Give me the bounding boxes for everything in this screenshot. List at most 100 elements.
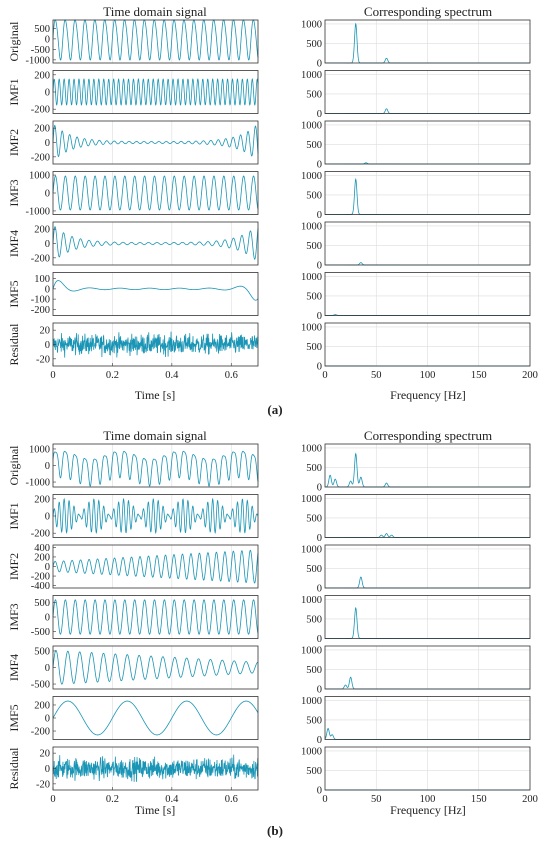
spectrum-axes-box bbox=[324, 494, 531, 538]
row-label-imf1: IMF1 bbox=[7, 502, 21, 529]
spectrum-ytick-label: 1000 bbox=[301, 221, 322, 232]
time-ytick-label: -20 bbox=[36, 354, 50, 365]
spectrum-ytick-label: 1000 bbox=[301, 19, 322, 30]
spectrum-ytick-label: 0 bbox=[317, 735, 322, 746]
row-label-imf5: IMF5 bbox=[7, 704, 21, 731]
time-signal-line-imf4 bbox=[52, 226, 259, 260]
spectrum-ytick-label: 0 bbox=[317, 311, 322, 322]
time-signal-line-imf3 bbox=[52, 599, 259, 635]
spectrum-axes-box bbox=[324, 595, 531, 639]
spectrum-xtick-label: 150 bbox=[471, 794, 487, 805]
time-ytick-label: 1000 bbox=[29, 171, 50, 182]
row-label-imf3: IMF3 bbox=[7, 179, 21, 206]
subplot-row-original: 1000 0 -1000 Original 0 500 1000 bbox=[7, 443, 531, 494]
spectrum-xtick-label: 100 bbox=[420, 794, 436, 805]
spectrum-ytick-label: 0 bbox=[317, 109, 322, 120]
spectrum-ytick-label: 500 bbox=[306, 665, 322, 676]
spectrum-axes-box bbox=[324, 221, 531, 266]
time-ytick-label: -1000 bbox=[26, 206, 51, 217]
time-ytick-label: 0 bbox=[45, 613, 50, 624]
spectrum-ytick-label: 0 bbox=[317, 786, 322, 797]
time-ytick-label: -1000 bbox=[26, 55, 51, 66]
time-axes-box bbox=[52, 272, 259, 316]
panel-b-spectrum-title: Corresponding spectrum bbox=[364, 428, 492, 443]
subplot-row-imf1: 200 0 -200 IMF1 0 500 1000 bbox=[7, 494, 531, 544]
row-label-imf2: IMF2 bbox=[7, 129, 21, 156]
spectrum-axes-box bbox=[324, 19, 531, 64]
spectrum-ytick-label: 0 bbox=[317, 261, 322, 272]
time-ytick-label: 0 bbox=[45, 663, 50, 674]
time-ytick-label: 0 bbox=[45, 562, 50, 573]
spectrum-ytick-label: 1000 bbox=[301, 272, 322, 283]
spectrum-xtick-label: 0 bbox=[322, 370, 327, 381]
panel-b-time-title: Time domain signal bbox=[103, 428, 207, 443]
time-ytick-label: 500 bbox=[34, 24, 50, 35]
time-ytick-label: -200 bbox=[31, 727, 50, 738]
spectrum-axes-box bbox=[324, 171, 531, 215]
subplot-row-imf3: 500 0 -500 IMF3 0 500 1000 bbox=[7, 595, 531, 645]
time-signal-line-imf5 bbox=[52, 280, 259, 301]
spectrum-xtick-label: 150 bbox=[471, 370, 487, 381]
spectrum-ytick-label: 500 bbox=[306, 614, 322, 625]
spectrum-ytick-label: 500 bbox=[306, 342, 322, 353]
row-label-residual: Residual bbox=[7, 747, 21, 790]
time-axes-box bbox=[52, 70, 259, 114]
time-xtick-label: 0.6 bbox=[225, 370, 238, 381]
spectrum-ytick-label: 500 bbox=[306, 564, 322, 575]
time-ytick-label: -100 bbox=[31, 295, 50, 306]
time-ytick-label: -400 bbox=[31, 581, 50, 592]
spectrum-xtick-label: 50 bbox=[371, 370, 382, 381]
time-ytick-label: 0 bbox=[45, 239, 50, 250]
spectrum-ytick-label: 0 bbox=[317, 634, 322, 645]
spectrum-ytick-label: 1000 bbox=[301, 595, 322, 606]
subplot-row-imf5: 200 0 -200 IMF5 0 500 1000 bbox=[7, 696, 531, 746]
time-ytick-label: 0 bbox=[45, 461, 50, 472]
spectrum-ytick-label: 0 bbox=[317, 160, 322, 171]
time-signal-line-imf1 bbox=[52, 497, 259, 535]
spectrum-ytick-label: 1000 bbox=[301, 70, 322, 81]
spectrum-ytick-label: 500 bbox=[306, 39, 322, 50]
spectrum-ytick-label: 1000 bbox=[301, 645, 322, 656]
panel-a-spectrum-xlabel: Frequency [Hz] bbox=[390, 388, 466, 402]
time-xtick-label: 0.4 bbox=[165, 370, 179, 381]
subplot-row-imf1: 200 0 -200 IMF1 0 500 1000 bbox=[7, 70, 531, 120]
spectrum-ytick-label: 500 bbox=[306, 513, 322, 524]
spectrum-ytick-label: 1000 bbox=[301, 494, 322, 505]
time-ytick-label: 0 bbox=[45, 138, 50, 149]
time-ytick-label: -200 bbox=[31, 572, 50, 583]
spectrum-ytick-label: 500 bbox=[306, 766, 322, 777]
row-label-original: Original bbox=[7, 445, 21, 486]
time-signal-line-imf5 bbox=[52, 700, 259, 736]
spectrum-xtick-label: 0 bbox=[322, 794, 327, 805]
time-ytick-label: 200 bbox=[34, 70, 50, 81]
time-axes-box bbox=[52, 696, 259, 740]
spectrum-xtick-label: 200 bbox=[522, 794, 538, 805]
spectrum-ytick-label: 1000 bbox=[301, 171, 322, 182]
time-ytick-label: 500 bbox=[34, 646, 50, 657]
spectrum-xtick-label: 100 bbox=[420, 370, 436, 381]
spectrum-axes-box bbox=[324, 544, 531, 589]
spectrum-ytick-label: 1000 bbox=[301, 544, 322, 555]
time-ytick-label: 200 bbox=[34, 700, 50, 711]
time-ytick-label: 1000 bbox=[29, 444, 50, 455]
time-ytick-label: -500 bbox=[31, 627, 50, 638]
row-label-original: Original bbox=[7, 21, 21, 62]
time-ytick-label: 0 bbox=[45, 189, 50, 200]
subplot-row-imf4: 200 0 -200 IMF4 0 500 1000 bbox=[7, 221, 531, 272]
spectrum-axes-box bbox=[324, 746, 531, 791]
time-ytick-label: 200 bbox=[34, 225, 50, 236]
time-ytick-label: -500 bbox=[31, 680, 50, 691]
spectrum-axes-box bbox=[324, 443, 531, 488]
time-xtick-label: 0.2 bbox=[106, 794, 119, 805]
spectrum-axes-box bbox=[324, 70, 531, 114]
time-ytick-label: 0 bbox=[45, 512, 50, 523]
spectrum-ytick-label: 1000 bbox=[301, 443, 322, 454]
spectrum-ytick-label: 500 bbox=[306, 241, 322, 252]
time-ytick-label: -200 bbox=[31, 152, 50, 163]
row-label-imf5: IMF5 bbox=[7, 280, 21, 307]
spectrum-ytick-label: 500 bbox=[306, 291, 322, 302]
spectrum-axes-box bbox=[324, 645, 531, 690]
